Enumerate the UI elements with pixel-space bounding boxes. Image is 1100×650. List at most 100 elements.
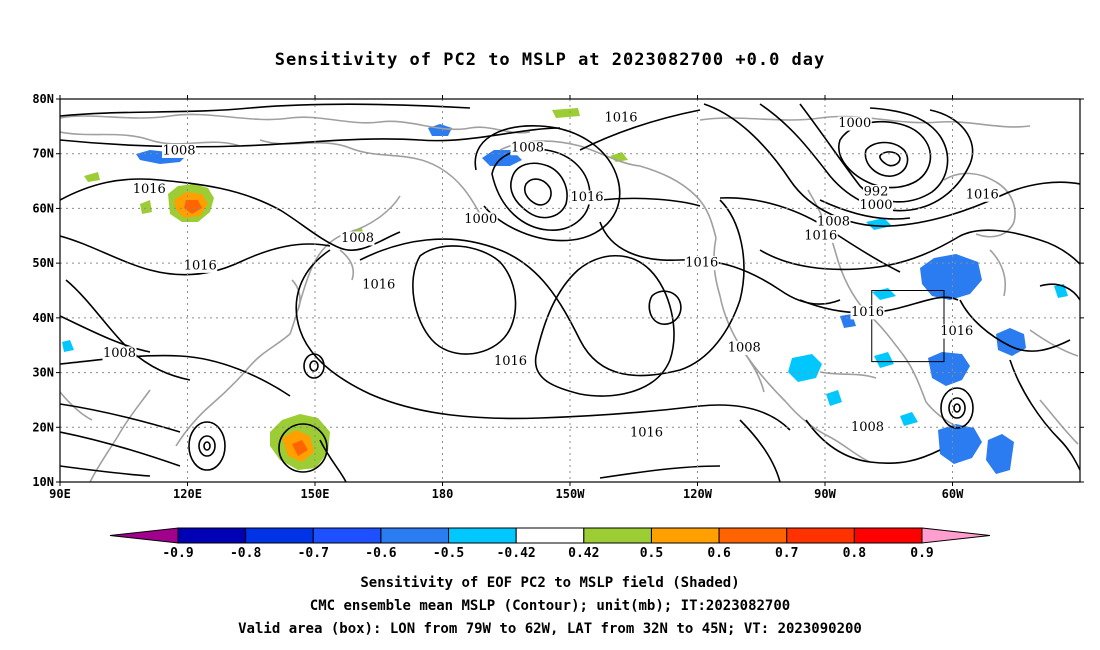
shade-patch-green-b — [84, 172, 100, 182]
colorbar-label: -0.9 — [162, 546, 193, 561]
shade-patch-natl-b — [872, 288, 896, 300]
contour-label: 1008 — [817, 215, 850, 230]
colorbar-cell — [515, 527, 585, 544]
colorbar-labels: -0.9 -0.8 -0.7 -0.6 -0.5 -0.42 0.42 0.5 0.6 0.7 0.… — [162, 546, 933, 561]
shade-patch-caribbean — [826, 390, 842, 406]
graticule — [60, 99, 1080, 482]
lat-label: 30N — [32, 366, 54, 380]
shade-patch-natl-c — [996, 328, 1026, 356]
valid-area-box — [871, 290, 945, 363]
contour-label: 1000 — [859, 198, 892, 213]
contour-label: 1016 — [630, 425, 663, 440]
shade-patch-natl-a — [920, 254, 982, 300]
shade-patch-west — [62, 340, 74, 352]
lon-label: 120E — [173, 487, 202, 501]
colorbar-label: -0.6 — [365, 546, 396, 561]
colorbar-cell — [786, 527, 855, 544]
contour-label: 1016 — [804, 228, 837, 243]
contour-label: 1008 — [341, 231, 374, 246]
caption-valid-area: Valid area (box): LON from 79W to 62W, L… — [238, 621, 862, 637]
axis-ticks — [56, 95, 1084, 486]
contour-label: 1016 — [604, 111, 637, 126]
colorbar-cell — [109, 527, 179, 544]
colorbar-label: -0.7 — [298, 546, 329, 561]
contour-label: 1016 — [685, 256, 718, 271]
shade-patch-green-c — [140, 200, 152, 214]
shade-patch-natl-d — [928, 352, 970, 386]
contour-label: 1016 — [966, 187, 999, 202]
contour-label-bg — [629, 425, 664, 440]
colorbar-cell — [245, 527, 314, 544]
colorbar-label: -0.8 — [230, 546, 261, 561]
contour-label: 1016 — [851, 305, 884, 320]
shade-patch-pacific-center — [292, 440, 308, 456]
colorbar-label: 0.42 — [568, 546, 599, 561]
contour-label-bg — [859, 198, 893, 213]
colorbar-cell — [650, 527, 720, 544]
colorbar — [109, 527, 991, 544]
contour-label-bg — [965, 187, 1000, 202]
contour-label: 1016 — [184, 258, 217, 273]
contour-label: 1008 — [728, 340, 761, 355]
contour-label-bg — [361, 278, 396, 293]
contour-label-bg — [162, 143, 196, 158]
lat-label: 20N — [32, 420, 54, 434]
colorbar-label: 0.5 — [640, 546, 663, 561]
contour-label-bg — [850, 420, 885, 435]
contour-label-bg — [132, 182, 167, 197]
contour-label: 1008 — [162, 143, 195, 158]
contour-label: 1016 — [940, 324, 973, 339]
contour-label-bg — [863, 185, 889, 200]
contour-label: 1000 — [464, 212, 497, 227]
contour-label: 1016 — [494, 354, 527, 369]
shade-patch-arctic-blue — [428, 124, 452, 136]
contour-label: 1016 — [362, 278, 395, 293]
shade-patch-natl-f — [986, 434, 1014, 474]
colorbar-cell — [312, 527, 382, 544]
longitude-labels: 90E 120E 150E 180 150W 120W 90W 60W — [49, 487, 964, 501]
lon-label: 120W — [683, 487, 713, 501]
shade-patch-green-a — [552, 108, 580, 118]
contour-label: 1000 — [838, 116, 871, 131]
colorbar-cell — [177, 527, 247, 544]
lon-label: 150W — [556, 487, 586, 501]
contour-label: 1008 — [511, 141, 544, 156]
caption-contour: CMC ensemble mean MSLP (Contour); unit(m… — [309, 598, 791, 614]
shade-patch-gulf — [788, 354, 822, 382]
colorbar-label: 0.6 — [707, 546, 731, 561]
shade-patch-asia-center — [184, 200, 202, 214]
lon-label: 60W — [942, 487, 964, 501]
shade-patch-natl-e — [938, 424, 982, 464]
contour-label: 1008 — [634, 485, 667, 500]
colorbar-label: 0.8 — [843, 546, 867, 561]
contour-label: 992 — [864, 185, 889, 200]
lon-label: 90W — [814, 487, 836, 501]
lat-label: 60N — [32, 201, 54, 215]
lat-label: 10N — [32, 475, 54, 489]
contour-label-bg — [183, 258, 218, 273]
contour-label-bg — [727, 340, 762, 355]
contour-label-bg — [803, 228, 838, 243]
colorbar-label: 0.9 — [910, 546, 933, 561]
colorbar-cell — [718, 527, 788, 544]
colorbar-cell — [583, 527, 652, 544]
contour-label-bg — [837, 116, 872, 131]
contour-label: 1008 — [103, 346, 136, 361]
contour-label-bg — [604, 111, 638, 126]
contour-label: 1016 — [133, 182, 166, 197]
shade-patch-gulf-c — [874, 352, 894, 368]
page-title: Sensitivity of PC2 to MSLP at 2023082700… — [274, 50, 826, 70]
contour-label-bg — [684, 256, 719, 271]
lon-label: 90E — [49, 487, 71, 501]
contour-label-bg — [850, 305, 885, 320]
contour-label-bg — [634, 486, 668, 500]
contour-label-bg — [816, 215, 851, 230]
contour-label-bg — [510, 141, 545, 156]
colorbar-label: -0.42 — [497, 546, 536, 561]
lat-label: 40N — [32, 311, 54, 325]
contour-label-bg — [939, 324, 974, 339]
contour-label-bg — [340, 231, 375, 246]
colorbar-cell — [921, 527, 991, 544]
